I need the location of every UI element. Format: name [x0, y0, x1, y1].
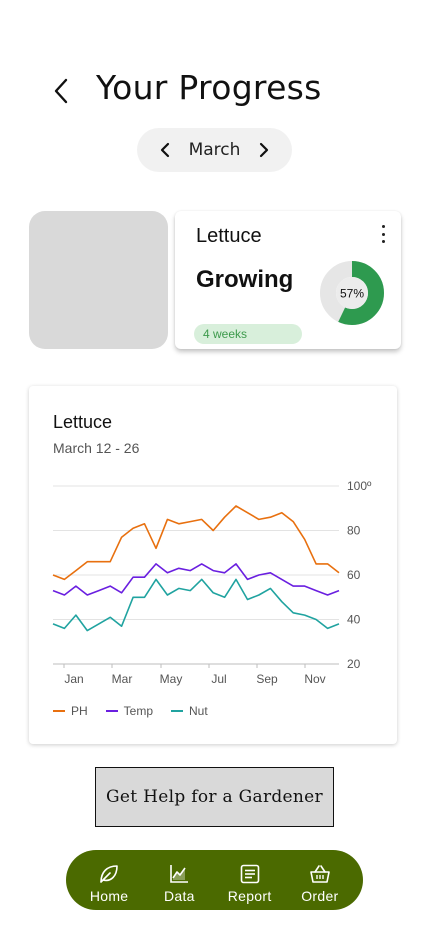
y-tick-label: 60 — [347, 568, 361, 582]
nav-data[interactable]: Data — [146, 850, 212, 910]
legend-item-ph: PH — [53, 704, 88, 718]
chevron-left-icon — [54, 78, 68, 104]
chart-card: 20 40 60 80 100º Jan Mar May Jul Sep Nov Lettuce M… — [29, 386, 397, 744]
chevron-left-icon — [160, 142, 170, 158]
get-help-button[interactable]: Get Help for a Gardener — [95, 767, 334, 827]
progress-label: 57% — [340, 287, 364, 301]
y-tick-label: 80 — [347, 524, 361, 538]
plant-status: Growing — [196, 266, 294, 293]
nav-order[interactable]: Order — [287, 850, 353, 910]
legend-item-temp: Temp — [105, 704, 154, 718]
next-month-button[interactable] — [254, 135, 274, 165]
x-tick-label: Sep — [256, 672, 278, 686]
y-tick-label: 20 — [347, 657, 361, 671]
month-selector: March — [137, 128, 292, 172]
prev-month-button[interactable] — [155, 135, 175, 165]
nav-report[interactable]: Report — [217, 850, 283, 910]
legend-swatch — [171, 710, 184, 712]
chart-icon — [170, 865, 189, 883]
weeks-badge: 4 weeks — [194, 324, 302, 344]
legend-label: Nut — [189, 704, 208, 718]
leaf-icon — [100, 865, 118, 883]
x-tick-label: Mar — [112, 672, 133, 686]
chart-subtitle: March 12 - 26 — [53, 440, 140, 456]
series-line-ph — [52, 505, 340, 581]
basket-icon — [310, 865, 330, 883]
x-tick-label: Jan — [64, 672, 83, 686]
nav-label: Order — [301, 888, 339, 904]
y-tick-label: 100º — [347, 479, 372, 493]
bottom-nav: Home Data Report Order — [66, 850, 363, 910]
donut-fill — [320, 261, 384, 325]
nav-label: Data — [163, 888, 195, 904]
document-icon — [240, 864, 259, 884]
month-label: March — [188, 140, 241, 160]
legend-label: PH — [71, 704, 88, 718]
line-chart: 20 40 60 80 100º Jan Mar May Jul Sep Nov — [52, 479, 372, 686]
header: Your Progress — [0, 66, 430, 114]
legend-swatch — [53, 710, 65, 712]
legend-item-nut: Nut — [171, 704, 208, 718]
legend-swatch — [105, 710, 118, 712]
plant-status-card[interactable]: Lettuce Growing 4 weeks 57% — [175, 211, 401, 349]
progress-donut: 57% — [320, 261, 384, 325]
plant-image-placeholder — [29, 211, 168, 349]
x-tick-label: May — [160, 672, 183, 686]
nav-label: Home — [89, 888, 129, 904]
series-line-temp — [52, 563, 340, 596]
legend-label: Temp — [123, 704, 154, 718]
back-button[interactable] — [48, 74, 74, 108]
page-title: Your Progress — [96, 68, 322, 107]
nav-label: Report — [227, 888, 272, 904]
nav-home[interactable]: Home — [76, 850, 142, 910]
y-tick-label: 40 — [347, 613, 361, 627]
more-vertical-icon — [381, 225, 385, 228]
x-tick-label: Nov — [304, 672, 325, 686]
chart-legend: PH Temp Nut — [53, 704, 208, 718]
more-options-button[interactable] — [377, 223, 389, 245]
chevron-right-icon — [259, 142, 269, 158]
plant-name: Lettuce — [196, 225, 262, 247]
chart-title: Lettuce — [53, 412, 113, 432]
series-line-nut — [52, 578, 340, 632]
x-tick-label: Jul — [211, 672, 226, 686]
